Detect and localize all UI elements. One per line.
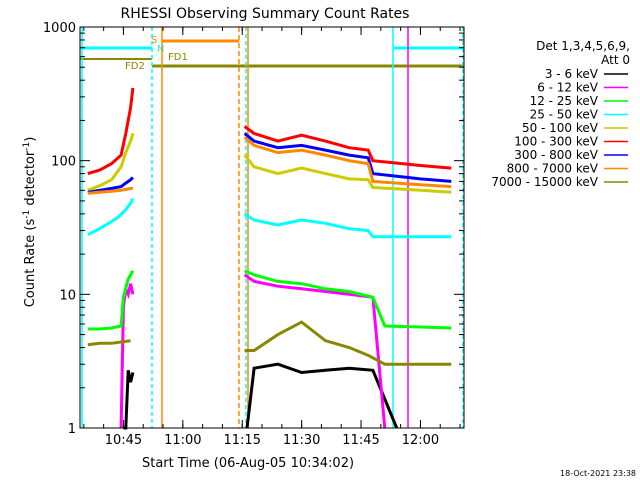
svg-text:Count Rate (s-1 detector-1): Count Rate (s-1 detector-1) [22, 137, 38, 308]
x-tick-label: 10:45 [105, 433, 142, 448]
series-300-800-pre [87, 176, 134, 194]
series-6-12-post [243, 273, 387, 429]
axes-frame [79, 26, 465, 429]
flag-label-fd1: FD1 [168, 52, 188, 63]
series-12-25-pre [87, 270, 135, 331]
x-axis-label: Start Time (06-Aug-05 10:34:02) [142, 456, 354, 471]
flag-label-fd2: FD2 [125, 61, 145, 72]
y-tick-label: 100 [51, 155, 76, 170]
legend-label-3-6: 3 - 6 keV [545, 67, 599, 81]
y-label-mid: detector [23, 150, 38, 210]
y-label-sup2: -1 [22, 142, 32, 151]
legend-label-800-7000: 800 - 7000 keV [507, 162, 599, 176]
y-label-end: ) [23, 137, 38, 142]
series-50-100-post [243, 154, 452, 194]
y-tick-label: 1000 [43, 21, 76, 36]
y-axis-label: Count Rate (s-1 detector-1) [22, 137, 38, 308]
y-tick-label: 1 [68, 422, 76, 437]
legend-label-7000-15000: 7000 - 15000 keV [491, 175, 598, 189]
series-100-300-post [243, 125, 452, 170]
legend-header-2: Att 0 [601, 53, 630, 67]
series-800-7000-post [243, 135, 452, 189]
legend-label-50-100: 50 - 100 keV [522, 121, 599, 135]
legend-label-25-50: 25 - 50 keV [530, 108, 599, 122]
legend-label-6-12: 6 - 12 keV [537, 81, 599, 95]
footer-timestamp: 18-Oct-2021 23:38 [560, 469, 636, 478]
x-tick-label: 11:30 [283, 433, 320, 448]
y-label-main: Count Rate (s [23, 219, 38, 308]
legend-label-300-800: 300 - 800 keV [514, 148, 598, 162]
legend-header-1: Det 1,3,4,5,6,9, [536, 39, 630, 53]
legend-label-100-300: 100 - 300 keV [514, 135, 598, 149]
flag-label-n: N [157, 44, 164, 55]
flag-label-s: S [151, 35, 157, 46]
x-tick-label: 12:00 [402, 433, 439, 448]
series-50-100-pre [87, 132, 135, 192]
x-tick-label: 11:15 [224, 433, 261, 448]
series-7000-15000-pre [87, 339, 131, 347]
y-label-sup1: -1 [22, 210, 32, 219]
chart-title: RHESSI Observing Summary Count Rates [121, 6, 410, 22]
series-3-6-post [245, 362, 399, 429]
series-100-300-pre [87, 87, 135, 176]
series-6-12-pre [119, 283, 135, 429]
x-tick-label: 11:45 [342, 433, 379, 448]
x-tick-label: 11:00 [164, 433, 201, 448]
series-800-7000-pre [87, 186, 133, 195]
series-25-50-pre [87, 197, 135, 236]
series-7000-15000-post [244, 320, 452, 366]
legend-label-12-25: 12 - 25 keV [530, 94, 599, 108]
series-3-6-pre [123, 370, 135, 430]
series-300-800-post [243, 132, 452, 183]
plot-area: SN FD1 FD2 [80, 27, 464, 430]
axes: 1 10 100 1000 10:45 11:00 11:15 11:30 11:45 12:00 [43, 21, 465, 448]
series-25-50-post [243, 212, 452, 239]
y-tick-label: 10 [59, 288, 76, 303]
series-12-25-post [244, 269, 452, 330]
